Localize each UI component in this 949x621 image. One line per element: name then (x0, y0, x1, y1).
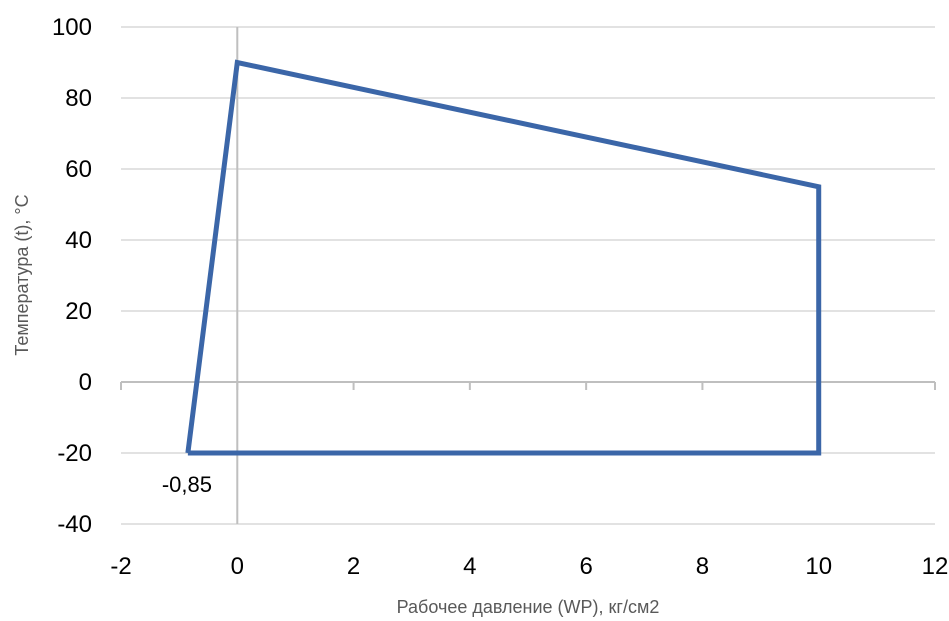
y-tick-label: -40 (57, 511, 92, 538)
gridlines (121, 26, 935, 525)
series (185, 59, 822, 456)
axes (120, 27, 936, 524)
x-tick-label: 4 (463, 553, 476, 580)
x-tick-label: 2 (347, 553, 360, 580)
x-tick-label: 12 (922, 553, 949, 580)
x-tick-label: -2 (110, 553, 131, 580)
y-tick-label: 100 (52, 14, 92, 41)
annotation-min-pressure: -0,85 (162, 472, 212, 497)
y-tick-label: 60 (65, 156, 92, 183)
x-tick-label: 8 (696, 553, 709, 580)
y-tick-label: -20 (57, 440, 92, 467)
x-axis-label: Рабочее давление (WP), кг/см2 (397, 597, 660, 617)
x-tick-label: 6 (579, 553, 592, 580)
series-line (185, 59, 822, 456)
y-tick-label: 20 (65, 298, 92, 325)
x-tick-label: 10 (805, 553, 832, 580)
y-axis-label: Температура (t), °C (12, 194, 32, 355)
y-tick-label: 80 (65, 85, 92, 112)
y-tick-label: 40 (65, 227, 92, 254)
x-tick-label: 0 (231, 553, 244, 580)
y-tick-label: 0 (79, 369, 92, 396)
